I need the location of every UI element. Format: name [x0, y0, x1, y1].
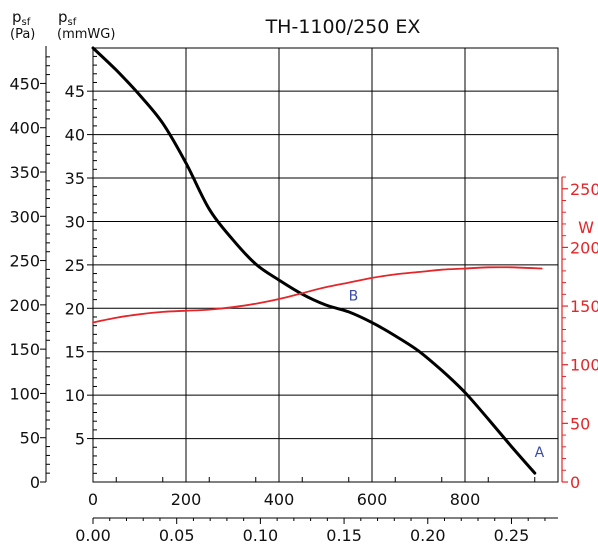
- y-w-tick-label: 50: [570, 414, 590, 433]
- x-top-tick-label: 800: [450, 490, 481, 509]
- y-mmwg-tick-label: 30: [65, 212, 85, 231]
- x-bottom-tick-label: 0.05: [159, 526, 195, 545]
- y-mmwg-tick-label: 20: [65, 299, 85, 318]
- y-left-pa-unit: (Pa): [10, 27, 35, 42]
- y-left-pa-label: psf: [12, 8, 31, 28]
- y-w-tick-label: 100: [570, 356, 598, 375]
- y-right-w-label: W: [578, 218, 594, 237]
- pressure-curve: [91, 46, 537, 475]
- y-pa-tick-label: 300: [9, 207, 40, 226]
- y-w-tick-label: 0: [570, 473, 580, 492]
- x-top-tick-label: 400: [264, 490, 295, 509]
- x-bottom-tick-label: 0.10: [243, 526, 279, 545]
- x-bottom-tick-label: 0.00: [75, 526, 111, 545]
- y-w-tick-label: 150: [570, 297, 598, 316]
- y-left-mmwg-label: psf: [58, 8, 77, 28]
- x-bottom-tick-label: 0.25: [494, 526, 530, 545]
- x-top-tick-label: 200: [171, 490, 202, 509]
- x-bottom-tick-label: 0.20: [410, 526, 446, 545]
- x-bottom-tick-label: 0.15: [326, 526, 362, 545]
- y-pa-tick-label: 50: [20, 429, 40, 448]
- y-pa-tick-label: 150: [9, 340, 40, 359]
- y-pa-tick-label: 350: [9, 163, 40, 182]
- y-pa-tick-label: 250: [9, 252, 40, 271]
- x-top-tick-label: 600: [357, 490, 388, 509]
- axes: [40, 46, 568, 524]
- y-left-mmwg-unit: (mmWG): [57, 27, 115, 42]
- y-mmwg-tick-label: 45: [65, 82, 85, 101]
- y-w-tick-label: 250: [570, 180, 598, 199]
- y-pa-tick-label: 450: [9, 74, 40, 93]
- power-curve: [92, 266, 543, 324]
- labels: TH-1100/250 EX psf (Pa) psf (mmWG) W 0 20…: [9, 8, 598, 545]
- y-w-tick-label: 200: [570, 238, 598, 257]
- point-label-a: A: [535, 445, 545, 461]
- y-mmwg-tick-label: 10: [65, 386, 85, 405]
- y-pa-tick-label: 400: [9, 119, 40, 138]
- y-mmwg-tick-label: 5: [75, 430, 85, 449]
- chart-title: TH-1100/250 EX: [265, 16, 421, 38]
- y-pa-tick-label: 200: [9, 296, 40, 315]
- y-mmwg-tick-label: 15: [65, 343, 85, 362]
- series-layer: [91, 46, 543, 475]
- y-pa-tick-label: 100: [9, 384, 40, 403]
- y-mmwg-tick-label: 35: [65, 169, 85, 188]
- y-pa-tick-label: 0: [30, 473, 40, 492]
- y-mmwg-tick-label: 40: [65, 126, 85, 145]
- point-label-b: B: [349, 288, 359, 304]
- x-top-tick-label: 0: [88, 490, 98, 509]
- y-mmwg-tick-label: 25: [65, 256, 85, 275]
